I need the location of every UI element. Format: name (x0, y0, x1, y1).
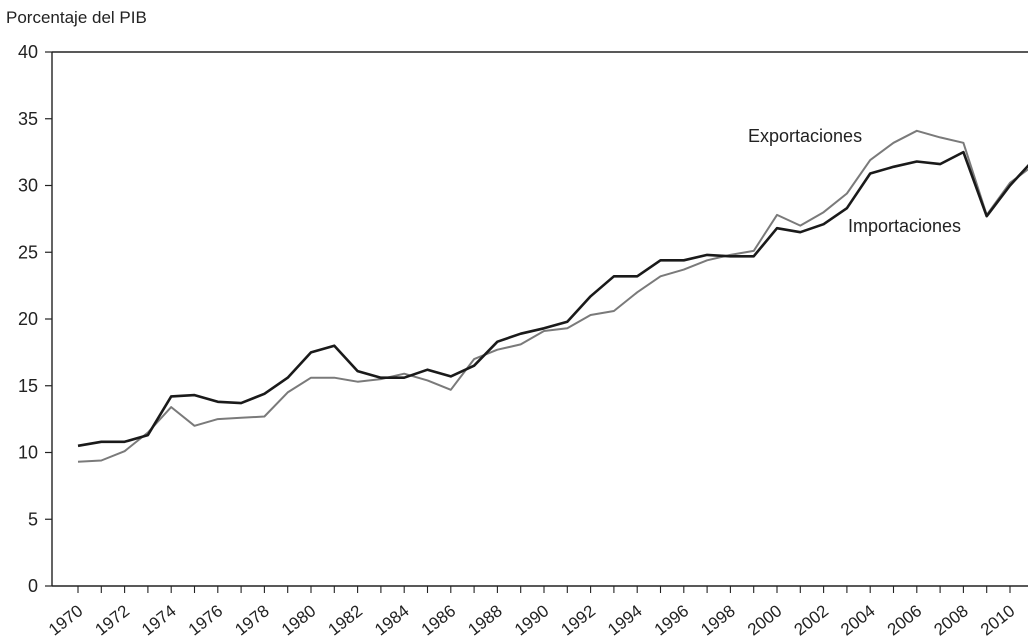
y-tick-label: 5 (28, 509, 38, 529)
x-tick-label: 2006 (884, 601, 926, 639)
annotation-importaciones: Importaciones (848, 216, 961, 236)
x-tick-label: 1984 (371, 601, 413, 639)
series-lines (77, 129, 1028, 463)
x-tick-label: 1992 (558, 601, 600, 639)
axes (51, 51, 1028, 587)
y-tick-label: 20 (18, 309, 38, 329)
x-tick-label: 1994 (604, 601, 646, 639)
y-tick-label: 30 (18, 176, 38, 196)
y-ticks: 0 5 10 15 20 25 30 35 40 (18, 42, 52, 596)
y-tick-label: 25 (18, 242, 38, 262)
y-tick-label: 10 (18, 443, 38, 463)
x-tick-label: 1996 (651, 601, 693, 639)
x-tick-label: 2002 (791, 601, 833, 639)
x-tick-label: 1980 (278, 601, 320, 639)
annotation-exportaciones: Exportaciones (748, 126, 862, 146)
y-tick-label: 40 (18, 42, 38, 62)
series-line-importaciones (77, 150, 1028, 448)
x-tick-label: 2004 (837, 601, 879, 639)
x-tick-label: 2010 (977, 601, 1019, 639)
x-tick-label: 1970 (45, 601, 87, 639)
y-axis-label: Porcentaje del PIB (6, 8, 147, 27)
y-tick-label: 35 (18, 109, 38, 129)
x-tick-label: 1974 (138, 601, 180, 639)
x-tick-label: 1988 (464, 601, 506, 639)
series-line-exportaciones (77, 129, 1028, 463)
y-tick-label: 15 (18, 376, 38, 396)
x-tick-label: 1978 (231, 601, 273, 639)
x-ticks: 1970 1972 1974 1976 1978 1980 1982 1984 1986 1988… (45, 586, 1019, 639)
x-tick-label: 1972 (92, 601, 134, 639)
x-tick-label: 1982 (325, 601, 367, 639)
x-tick-label: 1998 (697, 601, 739, 639)
x-tick-label: 1990 (511, 601, 553, 639)
x-tick-label: 2008 (930, 601, 972, 639)
x-tick-label: 2000 (744, 601, 786, 639)
x-tick-label: 1986 (418, 601, 460, 639)
y-tick-label: 0 (28, 576, 38, 596)
x-tick-label: 1976 (185, 601, 227, 639)
